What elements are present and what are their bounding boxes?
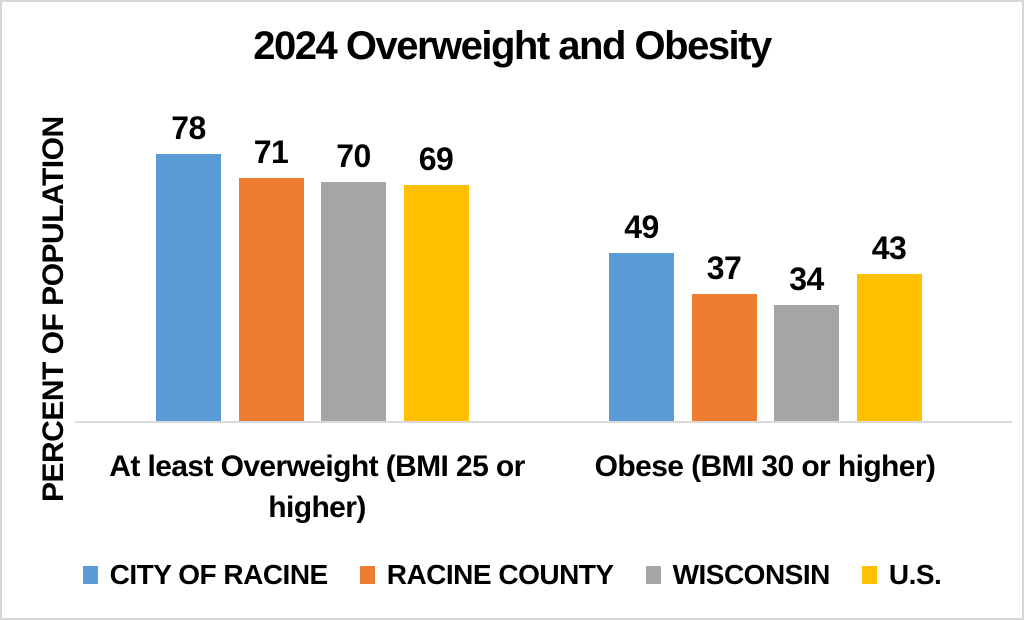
legend-label-us: U.S.: [888, 559, 942, 590]
bar-value-label: 37: [706, 250, 742, 286]
bar-wisconsin-group1: [774, 305, 839, 421]
x-axis-line: [75, 421, 1012, 423]
legend-item-city-of-racine: CITY OF RACINE: [82, 559, 329, 591]
bar-u-s-group0: [403, 185, 469, 421]
bar-city-of-racine-group1: [609, 253, 674, 421]
bar-value-label: 70: [336, 138, 371, 174]
bar-racine-county-group0: [238, 178, 304, 421]
bar-value-label: 34: [789, 261, 824, 297]
bar-value-label: 71: [253, 134, 289, 170]
bar-u-s-group1: [856, 274, 922, 421]
x-axis-category-label-overweight: At least Overweight (BMI 25 or higher): [109, 450, 525, 525]
bar-city-of-racine-group0: [156, 154, 221, 421]
bar-racine-county-group1: [691, 294, 757, 421]
legend-item-us: U.S.: [861, 559, 942, 591]
bar-value-label: 69: [418, 141, 454, 177]
legend: CITY OF RACINE RACINE COUNTY WISCONSIN U…: [2, 558, 1022, 592]
bar-value-label: 43: [871, 230, 907, 266]
legend-swatch-racine-county: [359, 566, 375, 584]
legend-swatch-us: [861, 566, 877, 584]
x-axis-category-label-obese: Obese (BMI 30 or higher): [594, 450, 936, 483]
chart-title: 2024 Overweight and Obesity: [253, 24, 772, 68]
legend-label-racine-county: RACINE COUNTY: [386, 559, 614, 590]
legend-label-city-of-racine: CITY OF RACINE: [109, 559, 329, 590]
bar-value-label: 49: [624, 209, 659, 245]
legend-item-racine-county: RACINE COUNTY: [359, 559, 614, 591]
bar-value-label: 78: [171, 110, 206, 146]
legend-label-wisconsin: WISCONSIN: [672, 559, 831, 590]
bar-wisconsin-group0: [321, 182, 386, 421]
legend-item-wisconsin: WISCONSIN: [645, 559, 831, 591]
legend-swatch-city-of-racine: [82, 566, 98, 584]
legend-swatch-wisconsin: [645, 566, 661, 584]
